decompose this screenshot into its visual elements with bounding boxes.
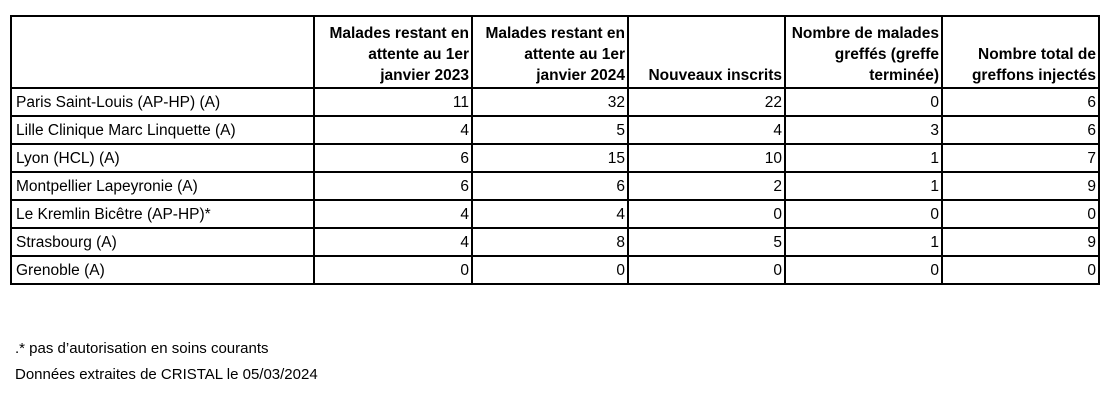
table-header: Malades restant en attente au 1er janvie… — [10, 15, 1100, 89]
table-row: Lyon (HCL) (A) 6 15 10 1 7 — [10, 143, 1100, 173]
new-registrations-cell: 0 — [627, 255, 786, 285]
transplanted-cell: 0 — [784, 199, 943, 229]
center-name: Strasbourg (A) — [10, 227, 315, 257]
transplanted-cell: 1 — [784, 171, 943, 201]
center-name: Lyon (HCL) (A) — [10, 143, 315, 173]
transplanted-cell: 3 — [784, 115, 943, 145]
waiting-2023-cell: 6 — [313, 171, 473, 201]
data-source-note: Données extraites de CRISTAL le 05/03/20… — [15, 366, 318, 383]
table-row: Strasbourg (A) 4 8 5 1 9 — [10, 227, 1100, 257]
new-registrations-cell: 2 — [627, 171, 786, 201]
grafts-cell: 6 — [941, 87, 1100, 117]
transplant-table: Malades restant en attente au 1er janvie… — [10, 15, 1100, 285]
waiting-2024-cell: 5 — [471, 115, 629, 145]
grafts-cell: 0 — [941, 255, 1100, 285]
new-registrations-cell: 0 — [627, 199, 786, 229]
table-body: Paris Saint-Louis (AP-HP) (A) 11 32 22 0… — [10, 87, 1100, 285]
waiting-2023-cell: 11 — [313, 87, 473, 117]
grafts-cell: 9 — [941, 171, 1100, 201]
transplanted-cell: 0 — [784, 87, 943, 117]
center-name: Grenoble (A) — [10, 255, 315, 285]
waiting-2024-cell: 0 — [471, 255, 629, 285]
center-name: Le Kremlin Bicêtre (AP-HP)* — [10, 199, 315, 229]
new-registrations-cell: 22 — [627, 87, 786, 117]
waiting-2023-cell: 4 — [313, 115, 473, 145]
transplanted-cell: 1 — [784, 227, 943, 257]
new-registrations-cell: 10 — [627, 143, 786, 173]
transplanted-cell: 1 — [784, 143, 943, 173]
header-waiting-2024: Malades restant en attente au 1er janvie… — [471, 15, 629, 89]
table-row: Le Kremlin Bicêtre (AP-HP)* 4 4 0 0 0 — [10, 199, 1100, 229]
header-blank — [10, 15, 315, 89]
waiting-2024-cell: 15 — [471, 143, 629, 173]
center-name: Lille Clinique Marc Linquette (A) — [10, 115, 315, 145]
header-waiting-2023: Malades restant en attente au 1er janvie… — [313, 15, 473, 89]
waiting-2024-cell: 32 — [471, 87, 629, 117]
waiting-2023-cell: 6 — [313, 143, 473, 173]
grafts-cell: 7 — [941, 143, 1100, 173]
grafts-cell: 0 — [941, 199, 1100, 229]
center-name: Paris Saint-Louis (AP-HP) (A) — [10, 87, 315, 117]
transplanted-cell: 0 — [784, 255, 943, 285]
waiting-2024-cell: 6 — [471, 171, 629, 201]
waiting-2023-cell: 4 — [313, 199, 473, 229]
waiting-2024-cell: 8 — [471, 227, 629, 257]
center-name: Montpellier Lapeyronie (A) — [10, 171, 315, 201]
footnote: .* pas d’autorisation en soins courants — [15, 340, 269, 357]
header-new-registrations: Nouveaux inscrits — [627, 15, 786, 89]
header-total-grafts: Nombre total de greffons injectés — [941, 15, 1100, 89]
header-row: Malades restant en attente au 1er janvie… — [10, 15, 1100, 89]
table-row: Montpellier Lapeyronie (A) 6 6 2 1 9 — [10, 171, 1100, 201]
header-transplanted-patients: Nombre de malades greffés (greffe termin… — [784, 15, 943, 89]
table-row: Lille Clinique Marc Linquette (A) 4 5 4 … — [10, 115, 1100, 145]
grafts-cell: 6 — [941, 115, 1100, 145]
new-registrations-cell: 5 — [627, 227, 786, 257]
table-notes: .* pas d’autorisation en soins courants … — [15, 336, 318, 388]
table-row: Grenoble (A) 0 0 0 0 0 — [10, 255, 1100, 285]
table-row: Paris Saint-Louis (AP-HP) (A) 11 32 22 0… — [10, 87, 1100, 117]
waiting-2023-cell: 4 — [313, 227, 473, 257]
waiting-2023-cell: 0 — [313, 255, 473, 285]
new-registrations-cell: 4 — [627, 115, 786, 145]
grafts-cell: 9 — [941, 227, 1100, 257]
waiting-2024-cell: 4 — [471, 199, 629, 229]
